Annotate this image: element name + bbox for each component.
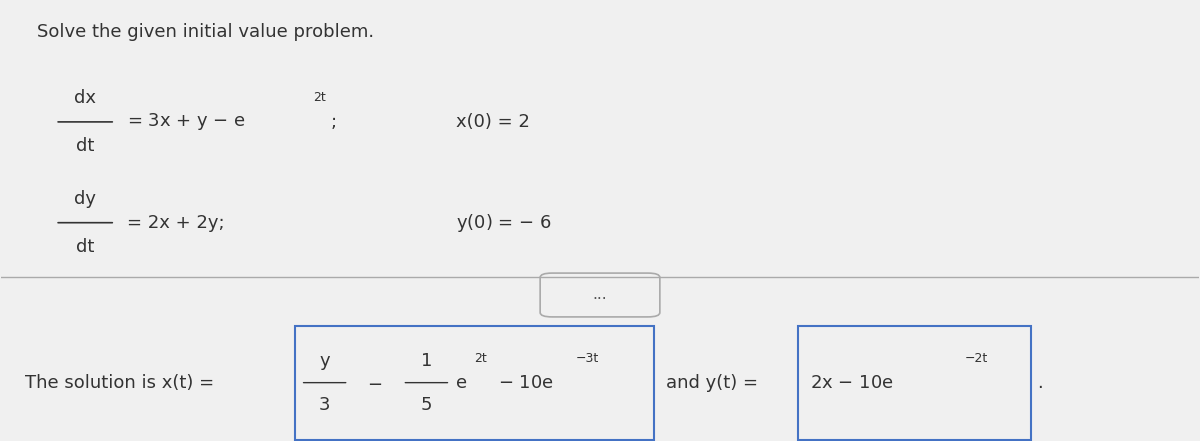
Text: y(0) = $-$ 6: y(0) = $-$ 6 [456, 212, 552, 234]
Text: 5: 5 [421, 396, 432, 414]
Text: dt: dt [76, 137, 95, 155]
Text: −3t: −3t [576, 352, 599, 365]
Text: ;: ; [331, 113, 337, 131]
Text: 2x $-$ 10e: 2x $-$ 10e [810, 374, 893, 392]
Text: 3: 3 [319, 396, 330, 414]
Text: = 2x + 2y;: = 2x + 2y; [127, 214, 224, 232]
Text: The solution is x(t) =: The solution is x(t) = [25, 374, 221, 392]
FancyBboxPatch shape [540, 273, 660, 317]
Text: e: e [456, 374, 468, 392]
Text: 2t: 2t [474, 352, 487, 365]
Text: dt: dt [76, 238, 95, 256]
FancyBboxPatch shape [295, 325, 654, 440]
Text: y: y [319, 352, 330, 370]
Text: 1: 1 [421, 352, 432, 370]
Text: dx: dx [74, 89, 96, 107]
Text: .: . [1037, 374, 1043, 392]
Text: Solve the given initial value problem.: Solve the given initial value problem. [37, 23, 374, 41]
Text: ...: ... [593, 288, 607, 303]
Text: x(0) = 2: x(0) = 2 [456, 113, 530, 131]
Text: 2t: 2t [313, 91, 325, 105]
FancyBboxPatch shape [798, 325, 1031, 440]
Text: $-$ 10e: $-$ 10e [498, 374, 554, 392]
Text: $-$: $-$ [366, 374, 382, 392]
Text: = 3x + y $-$ e: = 3x + y $-$ e [127, 112, 246, 132]
Text: and y(t) =: and y(t) = [666, 374, 763, 392]
Text: dy: dy [74, 190, 96, 208]
Text: −2t: −2t [965, 352, 989, 365]
